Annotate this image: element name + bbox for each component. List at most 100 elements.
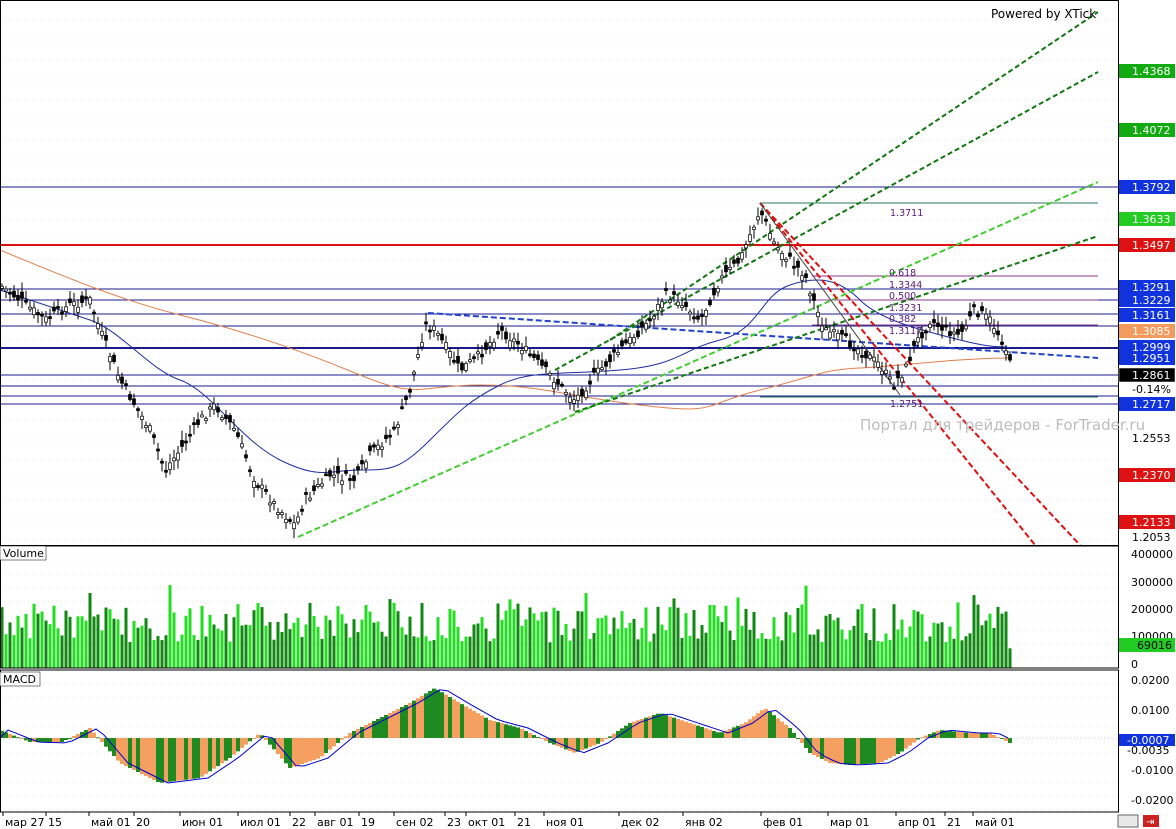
candle-body	[312, 485, 316, 491]
volume-bar	[648, 641, 652, 668]
volume-bar	[324, 615, 328, 668]
candle-body	[140, 415, 144, 420]
candle-body	[804, 273, 808, 278]
volume-bar	[796, 607, 800, 668]
volume-bar	[640, 627, 644, 668]
volume-bar	[824, 615, 828, 668]
volume-bar	[936, 623, 940, 668]
macd-bar	[488, 720, 492, 738]
candle-body	[696, 315, 700, 320]
candle-body	[656, 304, 660, 311]
macd-bar	[544, 738, 548, 741]
volume-bar	[428, 640, 432, 668]
scroll-icon[interactable]	[1117, 814, 1139, 828]
macd-bar	[968, 733, 972, 738]
volume-bar	[364, 605, 368, 668]
time-axis-label: фев 01	[763, 816, 803, 829]
candle-body	[248, 469, 252, 473]
volume-bar	[836, 617, 840, 668]
candle-body	[596, 367, 600, 374]
candle-body	[224, 414, 228, 419]
candle-body	[996, 330, 1000, 336]
candle-body	[764, 218, 768, 222]
candle-body	[880, 370, 884, 375]
candle-body	[560, 383, 564, 387]
candle-body	[552, 382, 556, 390]
candle-body	[168, 462, 172, 470]
volume-bar	[56, 628, 60, 668]
volume-bar	[512, 609, 516, 668]
volume-bar	[16, 615, 20, 668]
candle-body	[684, 301, 688, 308]
candle-body	[964, 325, 968, 330]
fast-moving-average	[0, 279, 1011, 473]
volume-bar	[228, 641, 232, 668]
candle-body	[420, 342, 424, 348]
candle-body	[16, 295, 20, 301]
macd-bar	[120, 738, 124, 764]
exit-icon[interactable]	[1143, 815, 1159, 827]
price-label-box	[1119, 324, 1175, 338]
macd-bar	[636, 720, 640, 738]
volume-bar	[548, 642, 552, 668]
price-label-box	[1119, 64, 1175, 78]
volume-bar	[964, 636, 968, 668]
candle-body	[372, 444, 376, 448]
candle-body	[716, 288, 720, 293]
volume-bar	[576, 611, 580, 668]
candle-body	[720, 275, 724, 279]
candle-body	[784, 258, 788, 262]
macd-bar	[460, 704, 464, 738]
volume-bar	[456, 626, 460, 668]
macd-bar	[404, 705, 408, 738]
candle-body	[244, 454, 248, 459]
candle-body	[812, 293, 816, 301]
macd-bar	[100, 738, 104, 742]
volume-bar	[444, 638, 448, 668]
candle-body	[516, 340, 520, 345]
volume-bar	[920, 614, 924, 668]
volume-bar	[300, 637, 304, 668]
volume-bar	[204, 636, 208, 668]
macd-bar	[280, 738, 284, 759]
slow-moving-average	[0, 249, 1011, 410]
candle-body	[580, 388, 584, 397]
volume-bar	[68, 616, 72, 668]
macd-bar	[300, 738, 304, 764]
volume-bar	[632, 618, 636, 668]
support-line-green	[297, 181, 1099, 538]
macd-bar	[68, 738, 72, 739]
volume-bar	[820, 641, 824, 668]
volume-bar	[724, 605, 728, 668]
macd-bar	[716, 732, 720, 738]
candle-body	[976, 313, 980, 318]
candle-body	[896, 370, 900, 379]
volume-bar	[432, 640, 436, 668]
macd-bar	[572, 738, 576, 753]
macd-bar	[824, 738, 828, 761]
volume-bar	[12, 635, 16, 668]
candle-body	[48, 316, 52, 320]
macd-bar	[308, 738, 312, 762]
macd-bar	[724, 730, 728, 738]
candle-body	[272, 501, 276, 504]
candle-body	[476, 351, 480, 355]
volume-bar	[256, 603, 260, 668]
volume-bar	[772, 617, 776, 668]
price-label-box	[1119, 397, 1175, 411]
candle-body	[864, 351, 868, 359]
volume-axis-label: 400000	[1131, 548, 1173, 561]
volume-bar	[380, 631, 384, 668]
candle-body	[408, 389, 412, 393]
macd-bar	[888, 738, 892, 758]
candle-body	[788, 252, 792, 257]
candle-body	[260, 484, 264, 489]
macd-bar	[60, 738, 64, 742]
channel-line	[574, 235, 1099, 413]
candle-body	[700, 314, 704, 317]
macd-bar	[940, 730, 944, 738]
candle-body	[32, 307, 36, 316]
candle-body	[568, 396, 572, 403]
candle-body	[296, 516, 300, 523]
